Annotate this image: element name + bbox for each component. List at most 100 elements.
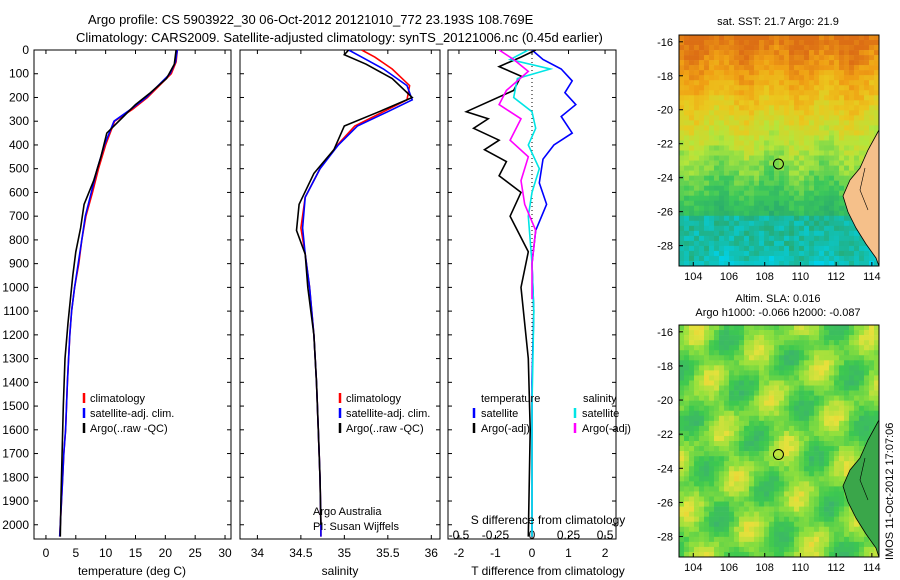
map-cell xyxy=(714,115,720,121)
map-cell xyxy=(784,95,790,101)
map-cell xyxy=(694,456,700,462)
map-cell xyxy=(714,135,720,141)
map-cell xyxy=(699,501,705,507)
map-cell xyxy=(829,481,835,487)
map-cell xyxy=(854,410,860,417)
map-cell xyxy=(719,245,725,252)
map-cell xyxy=(784,451,790,457)
map-cell xyxy=(804,125,810,131)
map-cell xyxy=(799,330,805,336)
map-cell xyxy=(839,35,845,41)
map-cell xyxy=(764,55,770,61)
map-cell xyxy=(779,100,785,106)
map-cell xyxy=(754,190,760,196)
map-cell xyxy=(839,155,845,161)
map-cell xyxy=(774,220,780,227)
map-cell xyxy=(814,225,820,232)
map-cell xyxy=(834,70,840,76)
depth-ticks: 0100200300400500600700800900100011001200… xyxy=(2,43,231,532)
map-cell xyxy=(799,441,805,447)
map-cell xyxy=(789,245,795,252)
map-cell xyxy=(769,205,775,212)
map-cell xyxy=(769,496,775,502)
map-cell xyxy=(849,110,855,116)
map-cell xyxy=(874,70,879,76)
map-cell xyxy=(859,531,865,538)
map-cell xyxy=(709,446,715,452)
map-cell xyxy=(694,165,700,171)
map-cell xyxy=(799,395,805,401)
map-cell xyxy=(759,501,765,507)
map-cell xyxy=(809,370,815,376)
map-cell xyxy=(724,135,730,141)
map-cell xyxy=(719,100,725,106)
map-cell xyxy=(819,110,825,116)
map-cell xyxy=(684,180,690,186)
map-cell xyxy=(764,195,770,202)
map-cell xyxy=(684,380,690,386)
map-cell xyxy=(764,370,770,376)
map-cell xyxy=(734,65,740,71)
map-cell xyxy=(819,85,825,91)
map-cell xyxy=(819,245,825,252)
map-cell xyxy=(794,491,800,497)
map-cell xyxy=(784,175,790,181)
map-cell xyxy=(794,260,800,266)
map-cell xyxy=(844,250,850,257)
map-cell xyxy=(764,225,770,232)
map-cell xyxy=(859,410,865,417)
map-cell xyxy=(779,205,785,212)
map-cell xyxy=(829,180,835,186)
map-cell xyxy=(804,521,810,528)
map-cell xyxy=(799,325,805,331)
map-cell xyxy=(714,345,720,351)
map-cell xyxy=(829,235,835,242)
map-cell xyxy=(799,260,805,266)
temperature-x-ticks: 0 5 10 15 20 25 30 xyxy=(43,50,232,560)
map-cell xyxy=(694,35,700,41)
map-cell xyxy=(714,100,720,106)
map-cell xyxy=(709,185,715,191)
map-cell xyxy=(824,55,830,61)
map-cell xyxy=(774,461,780,467)
map-cell xyxy=(874,130,879,136)
map-cell xyxy=(869,370,875,376)
x-tick-label: 36 xyxy=(425,546,439,560)
map-cell xyxy=(734,330,740,336)
map-cell xyxy=(789,375,795,381)
map-cell xyxy=(739,405,745,412)
map-cell xyxy=(779,390,785,396)
map-cell xyxy=(699,85,705,91)
map-cell xyxy=(694,360,700,366)
map-cell xyxy=(814,200,820,207)
map-cell xyxy=(839,521,845,528)
map-cell xyxy=(714,395,720,401)
map-cell xyxy=(749,410,755,417)
map-cell xyxy=(754,210,760,217)
map-x-tick-label: 106 xyxy=(720,271,738,283)
map-cell xyxy=(739,370,745,376)
map-cell xyxy=(709,340,715,346)
map-cell xyxy=(759,175,765,181)
map-cell xyxy=(844,400,850,406)
map-cell xyxy=(689,40,695,46)
map-cell xyxy=(844,466,850,472)
map-cell xyxy=(859,95,865,101)
map-cell xyxy=(684,220,690,227)
map-cell xyxy=(734,491,740,497)
map-cell xyxy=(749,375,755,381)
map-cell xyxy=(834,451,840,457)
map-cell xyxy=(744,240,750,247)
map-cell xyxy=(864,35,870,41)
map-cell xyxy=(819,165,825,171)
map-cell xyxy=(804,140,810,146)
map-cell xyxy=(689,486,695,492)
map-cell xyxy=(829,441,835,447)
map-cell xyxy=(774,240,780,247)
salinity-x-ticks: 34 34.5 35 35.5 36 xyxy=(251,50,439,560)
map-cell xyxy=(799,360,805,366)
map-cell xyxy=(824,80,830,86)
map-cell xyxy=(694,90,700,96)
sst-map-title: sat. SST: 21.7 Argo: 21.9 xyxy=(717,16,839,28)
map-cell xyxy=(719,50,725,56)
